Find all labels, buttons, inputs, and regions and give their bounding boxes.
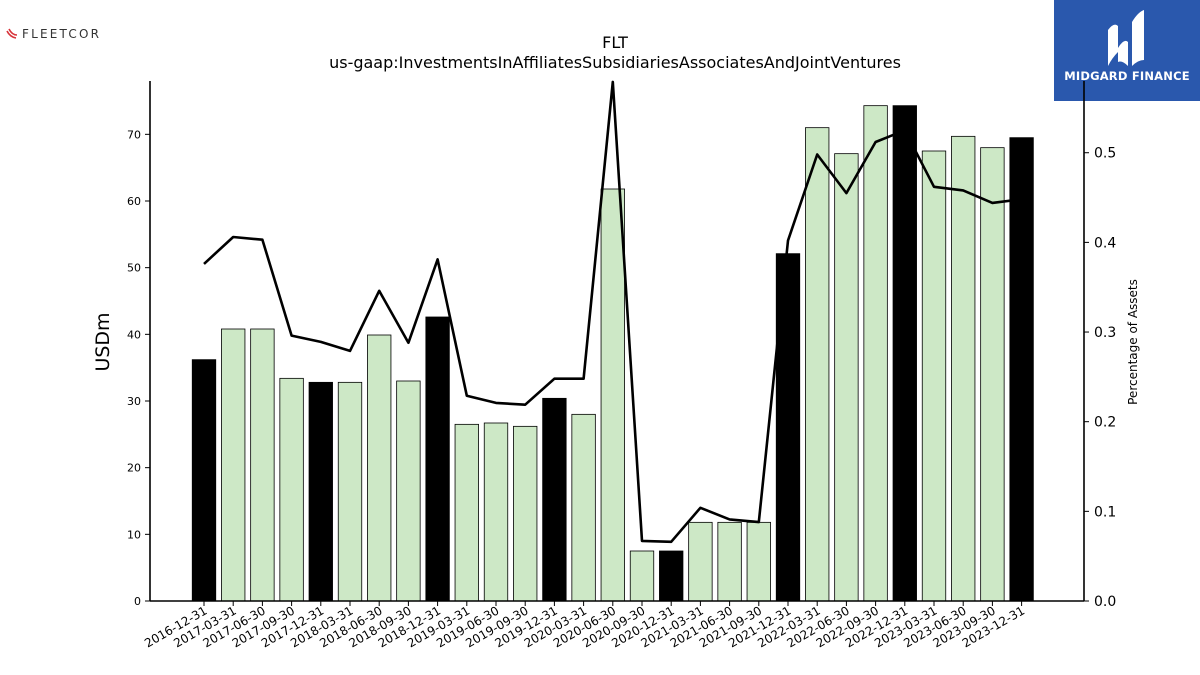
y2-tick-label: 0.0 xyxy=(1094,594,1116,610)
bar xyxy=(221,328,246,602)
bar xyxy=(454,423,479,602)
bar xyxy=(191,359,217,602)
midgard-finance-logo: MIDGARD FINANCE xyxy=(1054,0,1200,101)
bar xyxy=(542,397,567,602)
bar xyxy=(629,550,655,602)
y-tick-label: 0 xyxy=(134,595,141,608)
bar xyxy=(746,521,771,602)
bar xyxy=(1009,137,1034,602)
bar xyxy=(659,550,684,602)
bar xyxy=(367,334,392,602)
bar xyxy=(863,105,888,602)
bar xyxy=(425,316,450,602)
y2-tick-label: 0.1 xyxy=(1094,504,1116,520)
bar xyxy=(892,105,917,602)
y-tick-label: 40 xyxy=(127,328,141,341)
y-tick-label: 10 xyxy=(127,528,141,541)
bar xyxy=(834,153,859,602)
bar xyxy=(513,425,538,602)
pct-assets-line xyxy=(203,80,1022,544)
y2-tick-label: 0.2 xyxy=(1094,415,1116,431)
fleetcor-logo: FLEETCOR xyxy=(6,27,101,41)
fleetcor-mark-icon xyxy=(6,28,18,39)
bar xyxy=(396,380,421,602)
line-series xyxy=(203,80,1022,544)
bar xyxy=(308,381,333,602)
y-axis-label: USDm xyxy=(92,312,114,371)
midgard-finance-text: MIDGARD FINANCE xyxy=(1064,69,1190,83)
y-tick-label: 70 xyxy=(127,128,141,141)
y-tick-label: 30 xyxy=(127,395,141,408)
bar xyxy=(921,150,947,602)
chart-title: FLT xyxy=(602,33,628,52)
y2-tick-label: 0.3 xyxy=(1094,325,1116,341)
bar xyxy=(688,521,713,602)
bar xyxy=(483,422,509,602)
y-tick-label: 20 xyxy=(127,462,141,475)
bar-series xyxy=(191,105,1034,602)
bar xyxy=(250,328,275,602)
bar xyxy=(805,127,830,602)
bar xyxy=(717,521,742,602)
bar xyxy=(951,135,976,602)
y-tick-label: 50 xyxy=(127,262,141,275)
y-tick-label: 60 xyxy=(127,195,141,208)
bar xyxy=(279,377,304,602)
bar xyxy=(600,188,625,602)
bar xyxy=(571,413,596,602)
bar xyxy=(337,381,363,602)
y2-tick-label: 0.4 xyxy=(1094,235,1116,251)
midgard-mark-icon xyxy=(1108,10,1144,67)
y2-axis-label: Percentage of Assets xyxy=(1126,279,1140,405)
fleetcor-logo-text: FLEETCOR xyxy=(22,27,102,41)
y2-tick-label: 0.5 xyxy=(1094,146,1116,162)
chart-subtitle: us-gaap:InvestmentsInAffiliatesSubsidiar… xyxy=(329,53,901,72)
bar xyxy=(775,253,801,602)
bar xyxy=(980,147,1005,602)
